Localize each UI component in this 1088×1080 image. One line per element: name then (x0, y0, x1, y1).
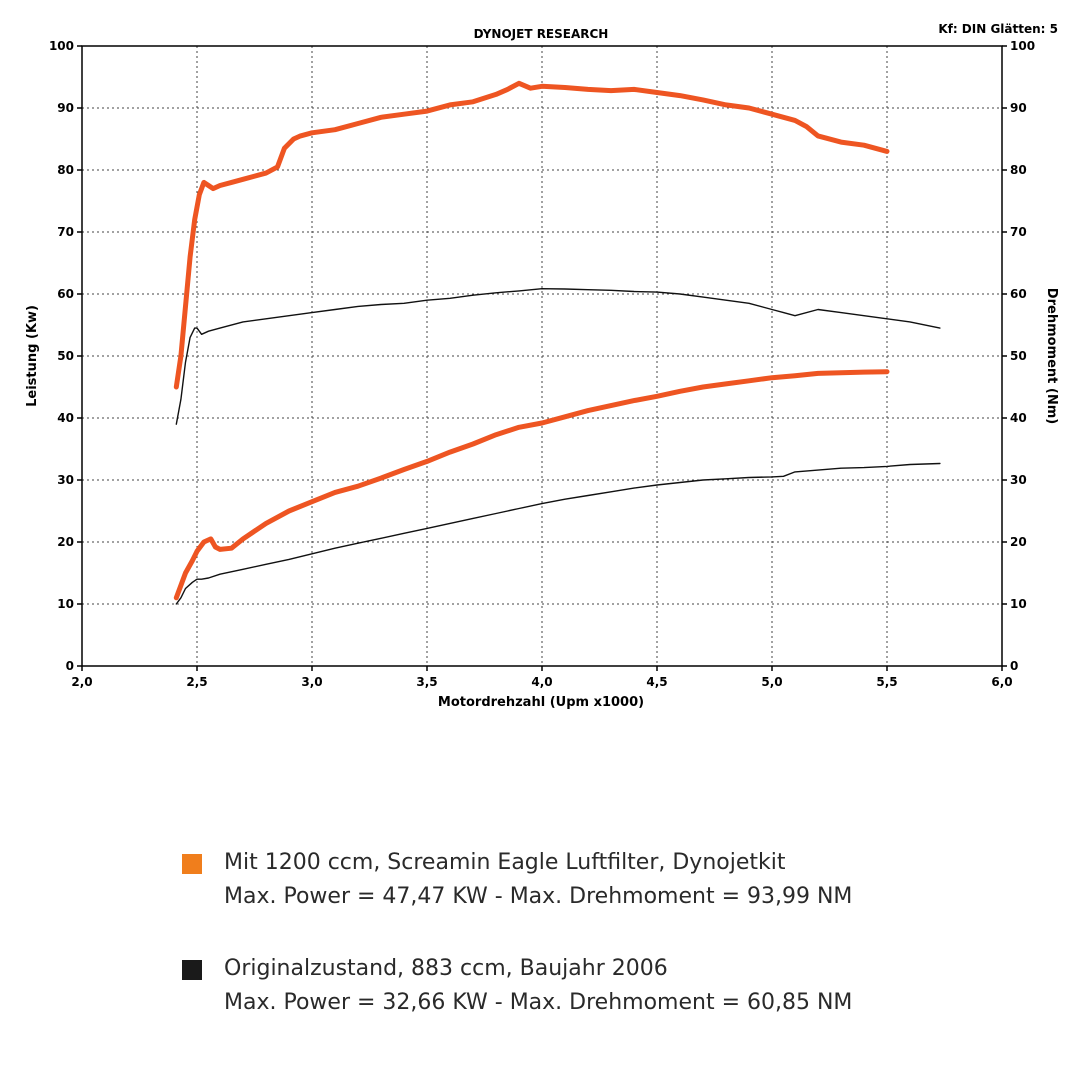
y-tick-label-right: 40 (1010, 411, 1027, 425)
legend-line-2: Max. Power = 32,66 KW - Max. Drehmoment … (224, 990, 853, 1015)
y-tick-label-right: 30 (1010, 473, 1027, 487)
y-tick-label-right: 0 (1010, 659, 1018, 673)
legend-text-modified: Mit 1200 ccm, Screamin Eagle Luftfilter,… (224, 846, 852, 914)
x-tick-label: 2,0 (71, 675, 92, 689)
x-tick-label: 5,5 (876, 675, 897, 689)
y-tick-label-right: 20 (1010, 535, 1027, 549)
y-axis-left-title: Leistung (Kw) (25, 305, 40, 407)
legend-text-original: Originalzustand, 883 ccm, Baujahr 2006 M… (224, 952, 852, 1020)
y-tick-label-left: 30 (57, 473, 74, 487)
grid-lines (82, 46, 1002, 666)
x-tick-label: 5,0 (761, 675, 782, 689)
x-tick-label: 4,5 (646, 675, 667, 689)
x-tick-label: 6,0 (991, 675, 1012, 689)
y-tick-label-left: 20 (57, 535, 74, 549)
y-tick-label-left: 40 (57, 411, 74, 425)
series-lines (173, 80, 941, 605)
legend-line-1: Mit 1200 ccm, Screamin Eagle Luftfilter,… (224, 850, 786, 875)
chart-title: DYNOJET RESEARCH (474, 27, 609, 41)
y-tick-label-right: 70 (1010, 225, 1027, 239)
corner-note: Kf: DIN Glätten: 5 (938, 22, 1058, 36)
y-tick-label-left: 50 (57, 349, 74, 363)
x-tick-label: 3,0 (301, 675, 322, 689)
series-line-2 (173, 369, 890, 601)
y-tick-label-right: 10 (1010, 597, 1027, 611)
legend-line-2: Max. Power = 47,47 KW - Max. Drehmoment … (224, 884, 853, 909)
y-tick-label-left: 0 (66, 659, 74, 673)
y-axis-right-title: Drehmoment (Nm) (1044, 288, 1059, 424)
legend-swatch-black (182, 960, 202, 980)
series-line-3 (175, 462, 941, 605)
x-tick-label: 2,5 (186, 675, 207, 689)
x-tick-label: 4,0 (531, 675, 552, 689)
y-tick-label-left: 80 (57, 163, 74, 177)
y-tick-label-right: 80 (1010, 163, 1027, 177)
y-tick-label-left: 10 (57, 597, 74, 611)
y-tick-label-right: 90 (1010, 101, 1027, 115)
y-tick-label-right: 50 (1010, 349, 1027, 363)
y-tick-label-left: 60 (57, 287, 74, 301)
y-tick-label-right: 60 (1010, 287, 1027, 301)
series-line-0 (173, 80, 890, 390)
x-axis-title: Motordrehzahl (Upm x1000) (438, 695, 644, 710)
axis-ticks: 2,0 2,5 3,0 3,5 4,0 4,5 5,0 5,5 6,0 0 0 10 10 20 20 30 3… (49, 39, 1035, 689)
series-line-1 (175, 288, 941, 425)
legend-swatch-orange (182, 854, 202, 874)
y-tick-label-left: 70 (57, 225, 74, 239)
y-tick-label-left: 100 (49, 39, 74, 53)
x-tick-label: 3,5 (416, 675, 437, 689)
legend-line-1: Originalzustand, 883 ccm, Baujahr 2006 (224, 956, 668, 981)
y-tick-label-right: 100 (1010, 39, 1035, 53)
y-tick-label-left: 90 (57, 101, 74, 115)
